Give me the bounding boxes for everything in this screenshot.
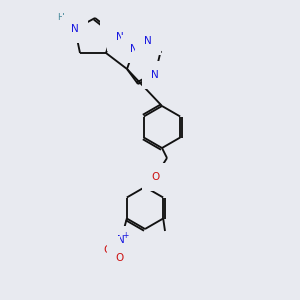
Text: N: N (116, 32, 124, 42)
Text: N: N (144, 36, 152, 46)
Text: N: N (130, 44, 138, 54)
Text: N: N (71, 24, 79, 34)
Text: N: N (117, 235, 125, 245)
Text: O: O (103, 245, 111, 255)
Text: H: H (57, 14, 63, 22)
Text: O: O (116, 253, 124, 263)
Text: O: O (151, 172, 159, 182)
Text: +: + (122, 232, 128, 241)
Text: N: N (109, 27, 117, 37)
Text: N: N (151, 70, 159, 80)
